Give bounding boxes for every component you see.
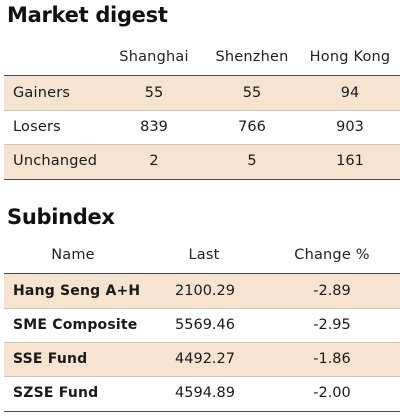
table-row-sse-fund: SSE Fund 4492.27 -1.86: [4, 343, 400, 377]
subindex-name: SZSE Fund: [13, 385, 99, 401]
value-shenzhen: 55: [242, 85, 262, 101]
value-hong-kong: 903: [336, 119, 364, 135]
column-header-shenzhen: Shenzhen: [215, 49, 289, 65]
value-hong-kong: 94: [340, 85, 360, 101]
table-row-szse-fund: SZSE Fund 4594.89 -2.00: [4, 377, 400, 412]
value-shenzhen: 5: [247, 153, 257, 169]
subindex-last: 2100.29: [175, 283, 235, 299]
column-header-change: Change %: [294, 247, 370, 263]
table-row-sme-composite: SME Composite 5569.46 -2.95: [4, 309, 400, 343]
value-shanghai: 55: [144, 85, 164, 101]
subindex-change: -2.95: [313, 317, 351, 333]
subindex-name: SME Composite: [13, 317, 138, 333]
market-digest-title: Market digest: [7, 3, 168, 27]
value-shenzhen: 766: [238, 119, 266, 135]
subindex-last: 4492.27: [175, 351, 235, 367]
table-row-losers: Losers 839 766 903: [4, 111, 400, 145]
row-label: Unchanged: [13, 153, 98, 169]
subindex-name: Hang Seng A+H: [13, 283, 141, 299]
row-label: Losers: [13, 119, 61, 135]
table-row-unchanged: Unchanged 2 5 161: [4, 145, 400, 180]
table-row-hang-seng-ah: Hang Seng A+H 2100.29 -2.89: [4, 273, 400, 309]
subindex-change: -2.89: [313, 283, 351, 299]
column-header-name: Name: [51, 247, 95, 263]
column-header-last: Last: [188, 247, 220, 263]
row-label: Gainers: [13, 85, 71, 101]
table-row-gainers: Gainers 55 55 94: [4, 75, 400, 111]
subindex-last: 5569.46: [175, 317, 235, 333]
column-header-shanghai: Shanghai: [119, 49, 189, 65]
value-shanghai: 2: [149, 153, 159, 169]
subindex-change: -1.86: [313, 351, 351, 367]
value-shanghai: 839: [140, 119, 168, 135]
subindex-name: SSE Fund: [13, 351, 88, 367]
value-hong-kong: 161: [336, 153, 364, 169]
subindex-title: Subindex: [7, 205, 115, 229]
subindex-last: 4594.89: [175, 385, 235, 401]
subindex-change: -2.00: [313, 385, 351, 401]
column-header-hong-kong: Hong Kong: [309, 49, 391, 65]
